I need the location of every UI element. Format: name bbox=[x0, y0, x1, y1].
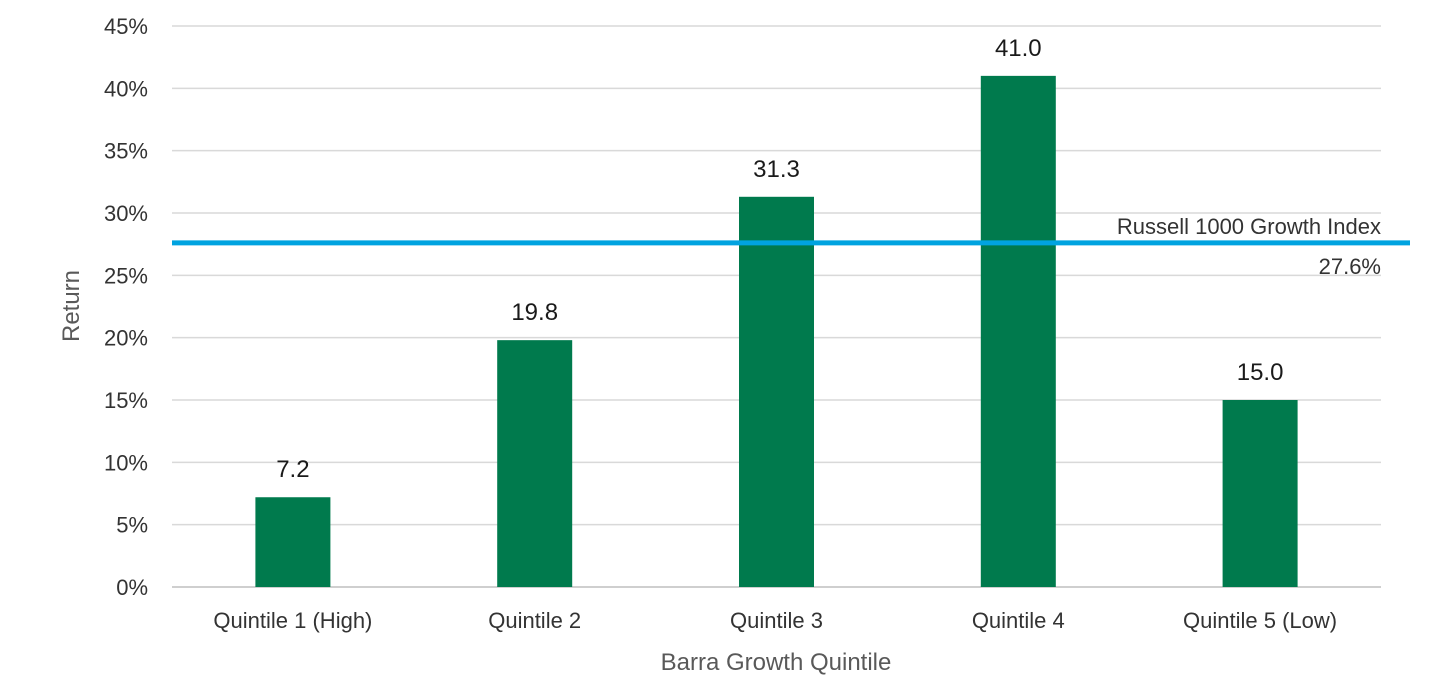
y-tick-label: 45% bbox=[104, 14, 148, 39]
y-tick-label: 35% bbox=[104, 139, 148, 164]
y-tick-label: 0% bbox=[116, 575, 148, 600]
y-tick-label: 15% bbox=[104, 388, 148, 413]
y-tick-label: 40% bbox=[104, 76, 148, 101]
data-label: 19.8 bbox=[511, 299, 558, 326]
bar bbox=[980, 75, 1056, 587]
y-tick-label: 5% bbox=[116, 513, 148, 538]
y-axis-ticks: 0% 5% 10% 15% 20% 25% 30% 35% 40% 45% bbox=[104, 14, 148, 600]
x-axis-ticks: Quintile 1 (High) Quintile 2 Quintile 3 Qui… bbox=[213, 608, 1337, 633]
y-axis-title: Return bbox=[58, 270, 85, 342]
data-labels: 7.2 19.8 31.3 41.0 15.0 bbox=[276, 35, 1283, 483]
bars bbox=[255, 75, 1298, 587]
bar bbox=[739, 196, 814, 587]
bar bbox=[1222, 400, 1298, 587]
x-tick-label: Quintile 3 bbox=[730, 608, 823, 633]
reference-line-group: Russell 1000 Growth Index 27.6% bbox=[172, 214, 1410, 279]
x-tick-label: Quintile 4 bbox=[972, 608, 1065, 633]
reference-line-name: Russell 1000 Growth Index bbox=[1117, 214, 1381, 239]
y-tick-label: 25% bbox=[104, 263, 148, 288]
data-label: 31.3 bbox=[753, 156, 800, 183]
y-tick-label: 30% bbox=[104, 201, 148, 226]
data-label: 41.0 bbox=[995, 35, 1042, 62]
x-tick-label: Quintile 5 (Low) bbox=[1183, 608, 1337, 633]
x-tick-label: Quintile 2 bbox=[488, 608, 581, 633]
y-tick-label: 10% bbox=[104, 450, 148, 475]
data-label: 7.2 bbox=[276, 456, 309, 483]
y-tick-label: 20% bbox=[104, 326, 148, 351]
x-tick-label: Quintile 1 (High) bbox=[213, 608, 372, 633]
x-axis-title: Barra Growth Quintile bbox=[661, 649, 892, 676]
bar bbox=[255, 497, 331, 587]
data-label: 15.0 bbox=[1237, 359, 1284, 386]
reference-line-value: 27.6% bbox=[1319, 254, 1381, 279]
bar bbox=[497, 340, 573, 587]
